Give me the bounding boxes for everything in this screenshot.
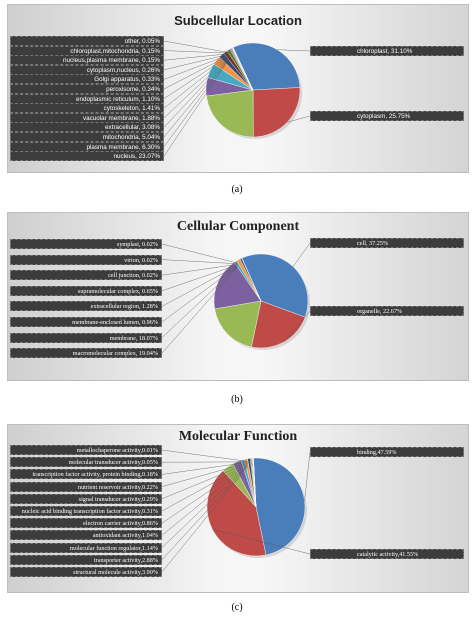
chart-title-a: Subcellular Location <box>174 13 302 28</box>
data-label-left: membrane, 18.07% <box>10 332 162 343</box>
leader-line <box>161 463 248 499</box>
pie-slice-chloroplast <box>232 42 301 91</box>
data-label-left: signal transducer activity,0.29% <box>10 493 162 504</box>
data-label-left: cytoplasm,nucleus, 0.26% <box>10 64 164 75</box>
pie-slice-metallochaperone-activity <box>253 457 257 508</box>
data-label-right: binding,47.59% <box>310 447 464 457</box>
pie-slice-symplast <box>241 257 262 302</box>
leader-line <box>212 529 311 555</box>
data-label-left: plasma membrane, 6.30% <box>10 141 164 152</box>
leader-line <box>277 49 311 52</box>
data-label-left: peroxisome, 0.34% <box>10 84 164 94</box>
pie-slice-other <box>232 47 254 91</box>
leader-line <box>161 259 238 264</box>
data-label-left: molecular transducer activity,0.05% <box>10 457 162 468</box>
data-label-right: cell, 37.25% <box>310 238 464 248</box>
leader-line <box>163 56 229 109</box>
data-label-left: endoplasmic reticulum, 1.10% <box>10 93 164 104</box>
leader-line <box>292 242 311 267</box>
chart-panel-molecular: Molecular Function metallochaperone acti… <box>7 424 469 593</box>
data-label-right: chloroplast, 31.10% <box>310 46 464 56</box>
leader-line <box>283 310 311 343</box>
leader-line <box>161 449 248 462</box>
leader-line <box>161 464 248 524</box>
chart-panel-subcellular: Subcellular Location other, 0.05% chlorop… <box>7 4 469 173</box>
leader-line <box>161 267 238 354</box>
data-label-left: molecular function regulator,1.14% <box>10 542 162 553</box>
data-label-left: structural molecule activity,3.90% <box>10 567 162 577</box>
leader-line <box>163 59 229 147</box>
data-label-left: macromolecular complex, 19.04% <box>10 348 162 359</box>
data-label-left: extracellular region, 1.28% <box>10 301 162 312</box>
data-label-left: electron carrier activity,0.86% <box>10 518 162 529</box>
caption-c: (c) <box>231 602 243 613</box>
pie-slice-organelle <box>251 300 306 349</box>
leader-line <box>163 53 229 61</box>
data-label-left: other, 0.05% <box>10 36 164 46</box>
leader-line <box>163 57 229 118</box>
data-label-left: cell junction, 0.02% <box>10 270 162 281</box>
leader-line <box>163 55 229 90</box>
pie-slice-macromolecular-complex <box>214 300 262 348</box>
data-label-left: mitochondria, 5.04% <box>10 132 164 142</box>
chart-title-b: Cellular Component <box>176 219 300 234</box>
data-label-left: nucleus,plasma membrane, 0.15% <box>10 55 164 66</box>
data-label-right: catalytic activity,41.55% <box>310 549 464 559</box>
leader-line <box>304 451 311 501</box>
leader-line <box>161 465 248 536</box>
data-label-left: transcription factor activity, protein b… <box>10 469 162 480</box>
data-label-left: extracellular, 3.08% <box>10 122 164 133</box>
data-label-right: organelle, 22.67% <box>310 306 464 316</box>
leader-line <box>161 264 238 276</box>
leader-line <box>163 58 229 138</box>
data-label-left: metallochaperone activity,0.01% <box>10 445 162 455</box>
data-label-right: cytoplasm, 25.75% <box>310 111 464 121</box>
caption-b: (b) <box>231 394 243 405</box>
leader-line <box>161 265 238 307</box>
leader-line <box>163 50 229 54</box>
leader-line <box>161 462 248 475</box>
data-label-left: vacuolar membrane, 1.88% <box>10 112 164 123</box>
caption-a: (a) <box>231 184 243 195</box>
pie-slice-cytoplasm <box>252 87 301 138</box>
chart-panel-cellular: Cellular Component symplast, 0.02% virion… <box>7 212 469 381</box>
data-label-left: antioxidant activity,1.04% <box>10 530 162 541</box>
leader-line <box>161 465 248 548</box>
data-label-left: cytoskeleton, 1.41% <box>10 103 164 114</box>
leader-line <box>163 54 229 70</box>
leader-line <box>163 55 229 99</box>
leader-line <box>161 265 238 323</box>
leader-line <box>163 57 229 128</box>
leader-line <box>161 464 248 512</box>
data-label-left: symplast, 0.02% <box>10 239 162 249</box>
data-label-left: membrane-enclosed lumen, 0.96% <box>10 317 162 327</box>
pie-slice-nucleus <box>206 89 254 138</box>
pie-chart-a <box>163 40 311 157</box>
data-label-left: Golgi apparatus, 0.33% <box>10 74 164 85</box>
data-label-left: supramolecular complex, 0.65% <box>10 285 162 296</box>
data-label-left: nutrient reservoir activity,0.22% <box>10 481 162 492</box>
data-label-left: nucleus, 23.07% <box>10 151 164 162</box>
data-label-left: virion, 0.02% <box>10 254 162 265</box>
leader-line <box>161 466 248 560</box>
pie-slice-binding <box>253 457 306 556</box>
leader-line <box>163 40 229 53</box>
leader-line <box>161 462 248 487</box>
data-label-left: nucleic acid binding transcription facto… <box>10 506 162 516</box>
pie-chart-b <box>161 242 311 354</box>
leader-line <box>163 54 229 80</box>
data-label-left: transporter activity,2.88% <box>10 554 162 565</box>
chart-title-c: Molecular Function <box>178 429 298 444</box>
leader-line <box>287 115 311 123</box>
leader-line <box>161 266 238 338</box>
pie-chart-c <box>161 449 311 573</box>
leader-line <box>161 264 238 291</box>
leader-line <box>161 467 248 573</box>
leader-line <box>163 59 229 157</box>
leader-line <box>161 243 238 264</box>
data-label-left: chloroplast,mitochondria, 0.15% <box>10 45 164 56</box>
